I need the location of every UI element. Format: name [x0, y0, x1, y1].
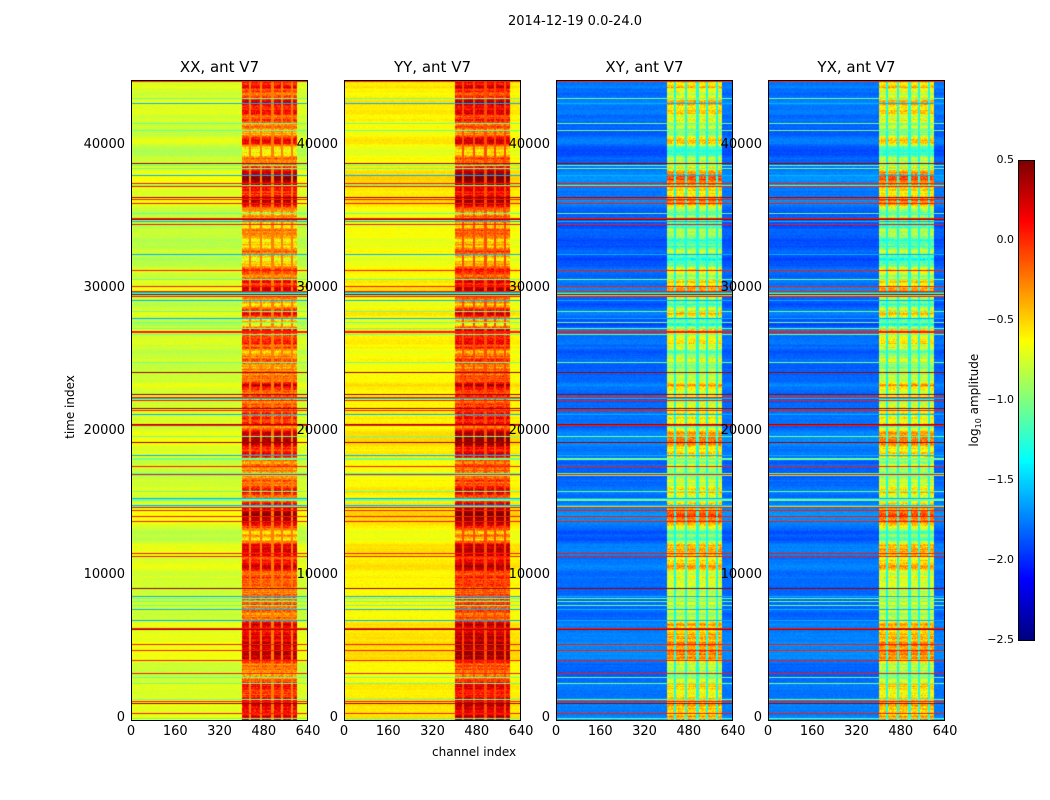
- heatmap-xx: [131, 80, 308, 721]
- x-tick-label: 640: [508, 724, 534, 739]
- y-tick-label: 30000: [83, 279, 125, 295]
- colorbar: [1018, 160, 1035, 641]
- heatmap-yy: [344, 80, 521, 721]
- y-tick-label: 0: [753, 710, 762, 725]
- x-tick-label: 320: [632, 724, 657, 739]
- colorbar-label: log10 amplitude: [966, 353, 984, 447]
- x-tick-label: 160: [799, 724, 825, 739]
- x-tick-label: 320: [844, 724, 869, 739]
- x-axis-label: channel index: [432, 745, 517, 759]
- x-tick-label: 640: [295, 724, 321, 739]
- x-tick-label: 160: [587, 724, 613, 739]
- figure-title: 2014-12-19 0.0-24.0: [508, 14, 642, 29]
- x-tick-label: 320: [207, 724, 232, 739]
- panel-title: YY, ant V7: [393, 58, 471, 76]
- y-tick-label: 0: [541, 710, 550, 725]
- y-tick-label: 10000: [296, 566, 338, 582]
- x-tick-label: 480: [464, 724, 490, 739]
- panel-title: XX, ant V7: [179, 58, 260, 76]
- y-tick-label: 10000: [83, 566, 125, 582]
- y-tick-label: 10000: [508, 566, 550, 582]
- y-tick-label: 40000: [296, 136, 338, 152]
- x-tick-label: 0: [339, 724, 349, 739]
- heatmap-yx: [768, 80, 945, 721]
- y-tick-label: 40000: [83, 136, 125, 152]
- y-tick-label: 0: [329, 710, 338, 725]
- y-tick-label: 0: [116, 710, 125, 725]
- y-tick-label: 20000: [720, 423, 762, 439]
- y-tick-label: 10000: [720, 566, 762, 582]
- x-tick-label: 160: [162, 724, 188, 739]
- y-tick-label: 30000: [720, 279, 762, 295]
- x-tick-label: 640: [720, 724, 746, 739]
- y-tick-label: 40000: [720, 136, 762, 152]
- x-tick-label: 480: [251, 724, 277, 739]
- x-tick-label: 0: [551, 724, 561, 739]
- x-tick-label: 640: [932, 724, 958, 739]
- colorbar-tick-label: −2.0: [987, 553, 1014, 566]
- colorbar-tick-label: 0.0: [996, 233, 1015, 246]
- panel-title: XY, ant V7: [605, 58, 684, 76]
- y-tick-label: 30000: [296, 279, 338, 295]
- x-tick-label: 0: [763, 724, 773, 739]
- x-tick-label: 160: [375, 724, 401, 739]
- x-tick-label: 480: [888, 724, 914, 739]
- x-tick-label: 480: [676, 724, 702, 739]
- y-tick-label: 20000: [296, 423, 338, 439]
- colorbar-tick-label: −0.5: [987, 313, 1014, 326]
- colorbar-tick-label: −1.0: [987, 393, 1014, 406]
- y-tick-label: 30000: [508, 279, 550, 295]
- y-tick-label: 20000: [508, 423, 550, 439]
- x-tick-label: 320: [420, 724, 445, 739]
- panel-title: YX, ant V7: [817, 58, 896, 76]
- y-tick-label: 20000: [83, 423, 125, 439]
- colorbar-tick-label: 0.5: [996, 153, 1015, 166]
- y-tick-label: 40000: [508, 136, 550, 152]
- colorbar-tick-label: −1.5: [987, 473, 1014, 486]
- heatmap-xy: [556, 80, 733, 721]
- x-tick-label: 0: [126, 724, 136, 739]
- colorbar-tick-label: −2.5: [987, 633, 1014, 646]
